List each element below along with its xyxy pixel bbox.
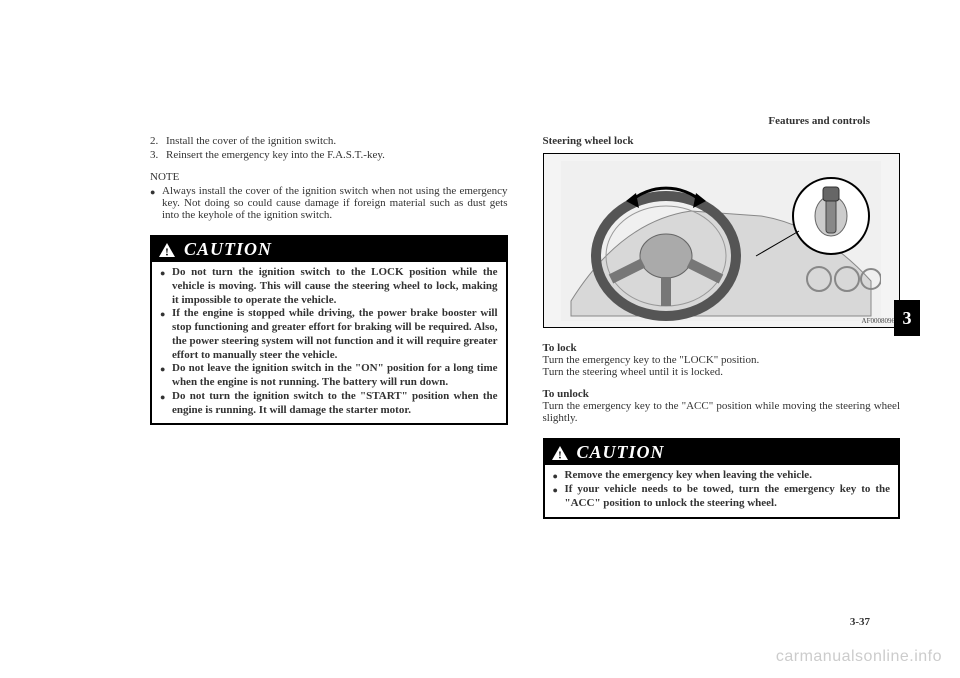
note-bullet: ● Always install the cover of the igniti…	[150, 185, 508, 221]
to-lock-text: Turn the emergency key to the "LOCK" pos…	[543, 354, 901, 366]
to-unlock-text: Turn the emergency key to the "ACC" posi…	[543, 400, 901, 424]
caution-bullet: ● Remove the emergency key when leaving …	[553, 469, 891, 483]
caution-text: Do not turn the ignition switch to the L…	[172, 266, 498, 307]
steering-wheel-illustration-icon	[561, 161, 881, 321]
caution-header: ! CAUTION	[545, 440, 899, 465]
to-lock-heading: To lock	[543, 342, 901, 354]
step-number: 2.	[150, 135, 166, 147]
bullet-icon: ●	[553, 469, 565, 483]
right-column: Steering wheel lock	[543, 135, 901, 519]
left-column: 2. Install the cover of the ignition swi…	[150, 135, 508, 519]
bullet-icon: ●	[160, 266, 172, 307]
two-column-layout: 2. Install the cover of the ignition swi…	[150, 135, 900, 519]
svg-text:!: !	[558, 449, 562, 461]
caution-header: ! CAUTION	[152, 237, 506, 262]
to-lock-text: Turn the steering wheel until it is lock…	[543, 366, 901, 378]
caution-text: Do not leave the ignition switch in the …	[172, 362, 498, 390]
steering-wheel-heading: Steering wheel lock	[543, 135, 901, 147]
caution-bullet: ● Do not turn the ignition switch to the…	[160, 390, 498, 418]
bullet-icon: ●	[160, 362, 172, 390]
caution-title: CAUTION	[184, 239, 272, 260]
note-text: Always install the cover of the ignition…	[162, 185, 508, 221]
caution-box: ! CAUTION ● Do not turn the ignition swi…	[150, 235, 508, 425]
figure-reference: AF0008096	[862, 317, 895, 325]
caution-text: If your vehicle needs to be towed, turn …	[565, 483, 891, 511]
caution-bullet: ● Do not turn the ignition switch to the…	[160, 266, 498, 307]
step-text: Install the cover of the ignition switch…	[166, 135, 336, 147]
caution-text: Remove the emergency key when leaving th…	[565, 469, 812, 483]
bullet-icon: ●	[160, 307, 172, 362]
caution-title: CAUTION	[577, 442, 665, 463]
manual-page: Features and controls 2. Install the cov…	[0, 0, 960, 678]
step-text: Reinsert the emergency key into the F.A.…	[166, 149, 385, 161]
caution-box: ! CAUTION ● Remove the emergency key whe…	[543, 438, 901, 519]
caution-bullet: ● Do not leave the ignition switch in th…	[160, 362, 498, 390]
caution-body: ● Remove the emergency key when leaving …	[545, 465, 899, 517]
to-unlock-heading: To unlock	[543, 388, 901, 400]
chapter-tab: 3	[894, 300, 920, 336]
note-label: NOTE	[150, 171, 508, 183]
warning-triangle-icon: !	[551, 445, 569, 461]
bullet-icon: ●	[553, 483, 565, 511]
page-header-section: Features and controls	[768, 115, 870, 127]
bullet-icon: ●	[150, 185, 162, 221]
caution-text: Do not turn the ignition switch to the "…	[172, 390, 498, 418]
caution-body: ● Do not turn the ignition switch to the…	[152, 262, 506, 423]
watermark-text: carmanualsonline.info	[776, 648, 942, 666]
page-number: 3-37	[850, 616, 870, 628]
bullet-icon: ●	[160, 390, 172, 418]
step-item: 2. Install the cover of the ignition swi…	[150, 135, 508, 147]
step-item: 3. Reinsert the emergency key into the F…	[150, 149, 508, 161]
caution-bullet: ● If your vehicle needs to be towed, tur…	[553, 483, 891, 511]
step-number: 3.	[150, 149, 166, 161]
steering-wheel-figure: AF0008096	[543, 153, 901, 328]
caution-bullet: ● If the engine is stopped while driving…	[160, 307, 498, 362]
warning-triangle-icon: !	[158, 242, 176, 258]
svg-text:!: !	[165, 246, 169, 258]
caution-text: If the engine is stopped while driving, …	[172, 307, 498, 362]
